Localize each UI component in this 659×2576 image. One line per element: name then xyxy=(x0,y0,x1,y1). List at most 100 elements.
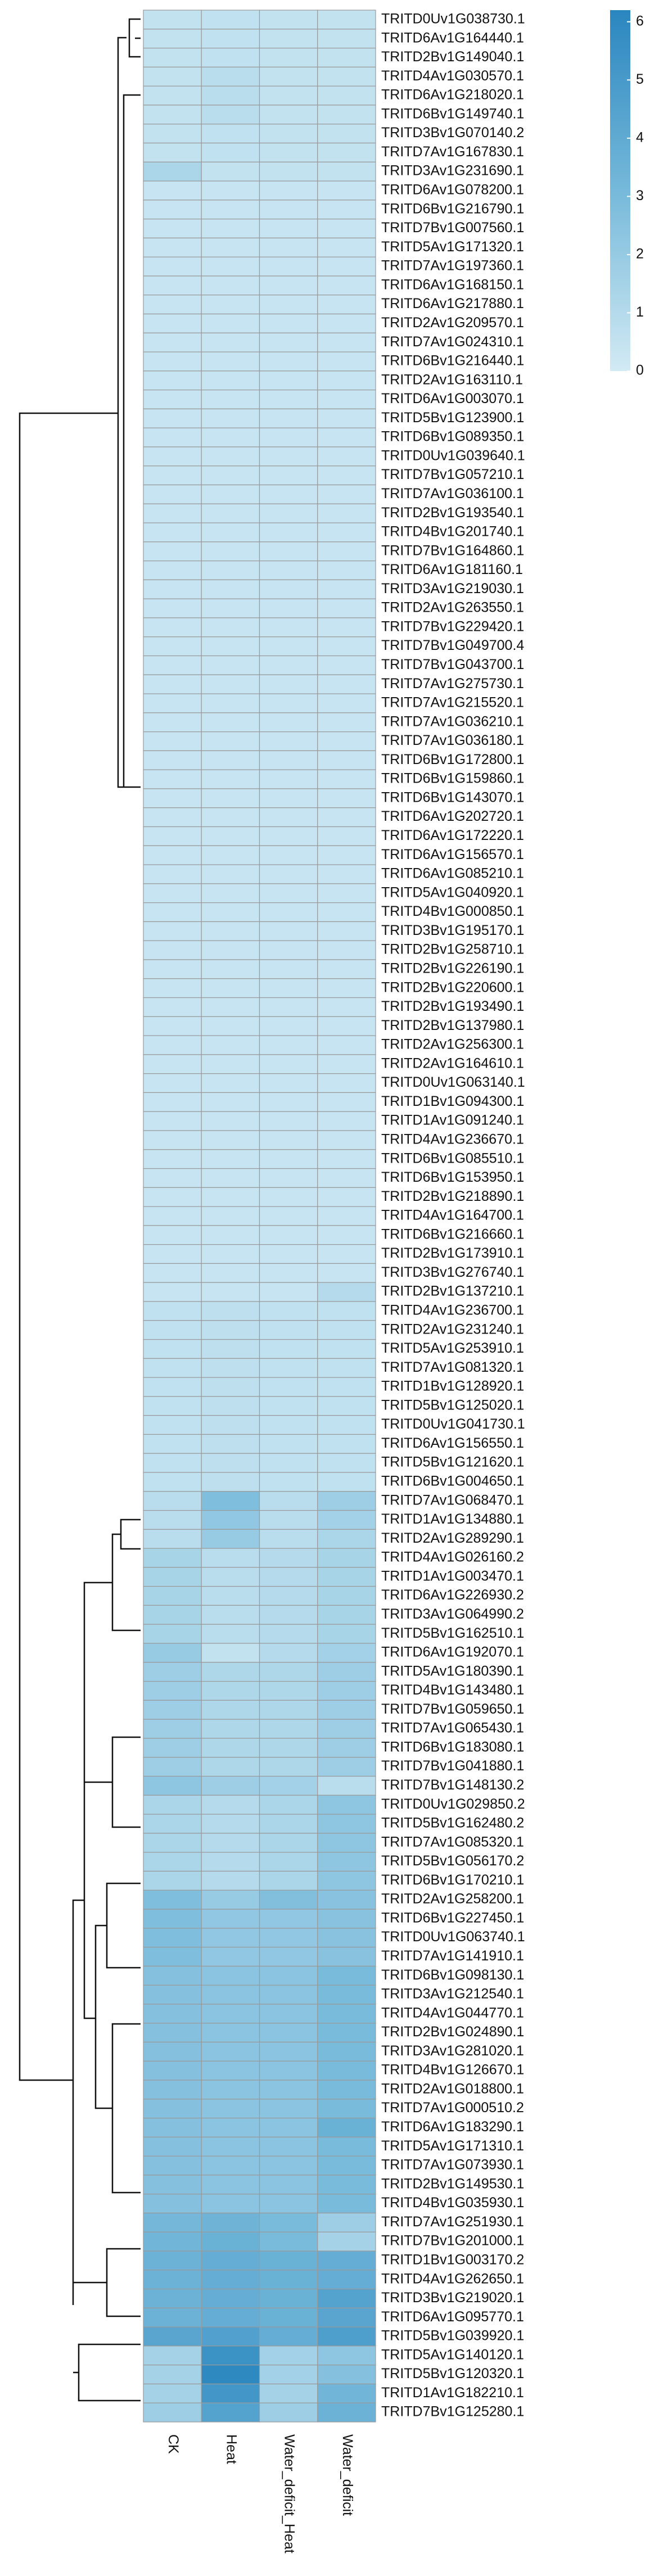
heatmap-cell xyxy=(143,1244,202,1264)
heatmap-cell xyxy=(201,598,260,618)
heatmap-cell xyxy=(259,617,318,638)
heatmap-cell xyxy=(259,2175,318,2195)
row-label: TRITD2Bv1G149040.1 xyxy=(381,49,524,65)
heatmap-cell xyxy=(201,541,260,562)
heatmap-cell xyxy=(201,997,260,1017)
heatmap-cell xyxy=(143,2023,202,2043)
heatmap-cell xyxy=(317,1757,376,1777)
heatmap-cell xyxy=(201,124,260,144)
heatmap-cell xyxy=(201,1833,260,1853)
heatmap-cell xyxy=(317,1472,376,1492)
heatmap-cell xyxy=(143,1852,202,1872)
heatmap-cell xyxy=(143,408,202,428)
row-label: TRITD7Bv1G043700.1 xyxy=(381,657,524,672)
heatmap-cell xyxy=(143,1377,202,1397)
heatmap-cell xyxy=(259,1187,318,1207)
heatmap-cell xyxy=(143,1890,202,1910)
heatmap-cell xyxy=(201,484,260,504)
heatmap-cell xyxy=(259,1320,318,1340)
heatmap-cell xyxy=(259,693,318,713)
heatmap-cell xyxy=(259,997,318,1017)
heatmap-cell xyxy=(317,769,376,789)
row-label: TRITD4Av1G236700.1 xyxy=(381,1303,524,1318)
heatmap-cell xyxy=(201,2060,260,2081)
row-label: TRITD7Av1G036100.1 xyxy=(381,486,524,501)
heatmap-cell xyxy=(259,503,318,523)
heatmap-cell xyxy=(317,295,376,315)
heatmap-cell xyxy=(201,85,260,106)
heatmap-cell xyxy=(143,1130,202,1150)
heatmap-cell xyxy=(259,1168,318,1188)
heatmap-cell xyxy=(143,2212,202,2232)
heatmap-cell xyxy=(201,313,260,333)
heatmap-cell xyxy=(317,180,376,201)
heatmap-cell xyxy=(143,1358,202,1378)
heatmap-cell xyxy=(143,200,202,220)
heatmap-cell xyxy=(143,769,202,789)
heatmap-cell xyxy=(143,1225,202,1245)
heatmap-cell xyxy=(317,617,376,638)
heatmap-cell xyxy=(317,2155,376,2176)
heatmap-cell xyxy=(143,466,202,486)
row-label: TRITD4Av1G030570.1 xyxy=(381,68,524,84)
heatmap-cell xyxy=(201,2136,260,2157)
heatmap-cell xyxy=(317,561,376,580)
row-label: TRITD6Bv1G098130.1 xyxy=(381,1967,524,1983)
heatmap-cell xyxy=(259,1567,318,1587)
heatmap-cell xyxy=(143,2117,202,2137)
heatmap-cell xyxy=(259,940,318,960)
row-label: TRITD7Av1G141910.1 xyxy=(381,1948,524,1964)
heatmap-cell xyxy=(143,1529,202,1549)
heatmap-cell xyxy=(201,351,260,372)
row-label: TRITD5Av1G171320.1 xyxy=(381,239,524,255)
row-label: TRITD6Bv1G216790.1 xyxy=(381,201,524,216)
row-label: TRITD3Bv1G195170.1 xyxy=(381,923,524,938)
heatmap-cell xyxy=(201,332,260,352)
heatmap-cell xyxy=(259,1624,318,1644)
heatmap-cell xyxy=(201,1985,260,2005)
heatmap-cell xyxy=(317,807,376,828)
heatmap-cell xyxy=(143,1719,202,1739)
heatmap-cell xyxy=(259,351,318,372)
heatmap-cell xyxy=(259,636,318,657)
heatmap-cell xyxy=(317,29,376,49)
row-label: TRITD2Bv1G137210.1 xyxy=(381,1284,524,1299)
heatmap-cell xyxy=(259,1757,318,1777)
heatmap-cell xyxy=(201,1928,260,1948)
heatmap-cell xyxy=(259,1244,318,1264)
heatmap-cell xyxy=(317,1320,376,1340)
heatmap-cell xyxy=(143,161,202,182)
heatmap-cell xyxy=(201,2117,260,2137)
heatmap-cell xyxy=(143,1092,202,1112)
heatmap-cell xyxy=(259,1643,318,1663)
heatmap-cell xyxy=(143,541,202,562)
heatmap-cell xyxy=(143,1510,202,1530)
heatmap-cell xyxy=(317,1700,376,1720)
row-label: TRITD1Bv1G003170.2 xyxy=(381,2252,524,2267)
heatmap-cell xyxy=(143,1073,202,1093)
heatmap-cell xyxy=(201,2004,260,2024)
heatmap-cell xyxy=(201,1548,260,1568)
heatmap-cell xyxy=(259,2060,318,2081)
heatmap-cell xyxy=(201,1909,260,1929)
heatmap-cell xyxy=(143,1263,202,1283)
heatmap-cell xyxy=(201,712,260,733)
heatmap-cell xyxy=(259,2250,318,2271)
colorbar-tick-label: 0 xyxy=(636,363,644,378)
heatmap-cell xyxy=(317,1339,376,1359)
row-label: TRITD7Av1G073930.1 xyxy=(381,2157,524,2173)
heatmap-cell xyxy=(201,2288,260,2308)
heatmap-cell xyxy=(317,2345,376,2366)
heatmap-cell xyxy=(143,674,202,694)
row-label: TRITD2Bv1G193540.1 xyxy=(381,505,524,521)
colorbar-tick-label: 2 xyxy=(636,246,644,262)
heatmap-cell xyxy=(143,1016,202,1036)
heatmap-cell xyxy=(143,370,202,391)
row-label: TRITD2Av1G209570.1 xyxy=(381,315,524,331)
row-label: TRITD2Av1G256300.1 xyxy=(381,1037,524,1052)
heatmap-cell xyxy=(259,1092,318,1112)
heatmap-cell xyxy=(143,332,202,352)
heatmap-cell xyxy=(259,1985,318,2005)
row-label: TRITD7Av1G251930.1 xyxy=(381,2214,524,2230)
heatmap-cell xyxy=(201,1339,260,1359)
